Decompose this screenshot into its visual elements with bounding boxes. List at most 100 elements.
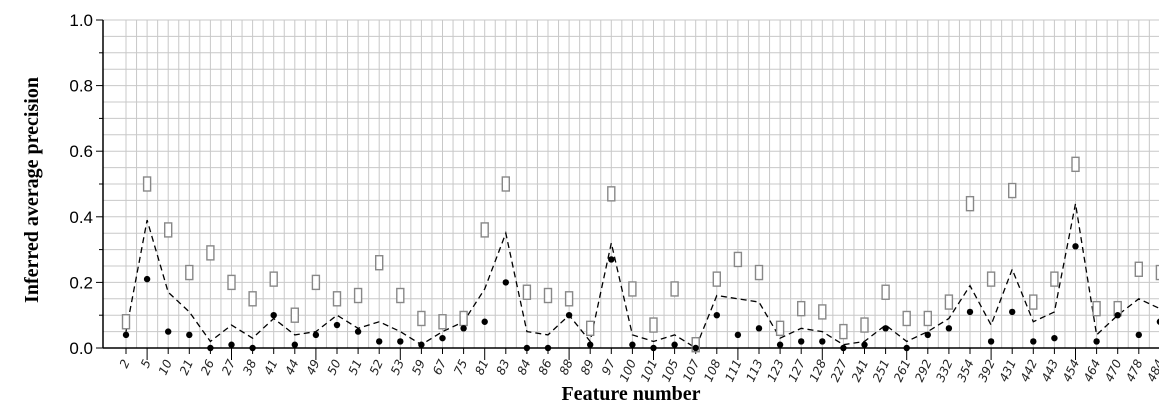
- x-tick-label: 27: [219, 357, 238, 377]
- x-tick-label: 51: [346, 357, 365, 377]
- data-point-dot: [819, 338, 826, 345]
- data-point-dot: [924, 331, 931, 339]
- data-point-rect: [543, 287, 553, 304]
- data-point-dot: [460, 325, 467, 332]
- data-point-dot: [312, 331, 320, 339]
- x-tick-label: 5: [138, 357, 154, 370]
- x-tick-label: 101: [638, 357, 660, 384]
- data-point-dot: [966, 308, 974, 316]
- y-tick-label: 1.0: [69, 11, 93, 30]
- data-point-rect: [1071, 156, 1080, 173]
- data-point-rect: [564, 291, 574, 307]
- x-tick-label: 442: [1018, 357, 1040, 384]
- y-tick-label: 0.8: [69, 77, 93, 96]
- x-tick-label: 123: [764, 357, 786, 384]
- x-tick-label: 84: [514, 357, 533, 377]
- data-point-rect: [290, 307, 299, 323]
- data-point-rect: [712, 271, 721, 287]
- data-point-dot: [650, 344, 657, 352]
- data-point-rect: [163, 222, 173, 238]
- data-point-rect: [797, 300, 806, 317]
- data-point-rect: [353, 287, 363, 304]
- data-point-dot: [945, 325, 953, 332]
- data-point-rect: [459, 310, 468, 327]
- data-point-rect: [818, 304, 827, 320]
- data-point-dot: [502, 279, 509, 286]
- x-tick-label: 443: [1039, 357, 1061, 384]
- data-point-dot: [143, 275, 151, 283]
- x-tick-label: 52: [367, 357, 386, 377]
- data-point-rect: [375, 255, 384, 271]
- x-axis-label: Feature number: [561, 383, 700, 405]
- data-point-dot: [333, 321, 341, 329]
- data-point-rect: [121, 314, 131, 330]
- data-point-dot: [523, 344, 531, 352]
- x-tick-label: 49: [303, 357, 322, 377]
- data-point-rect: [311, 274, 321, 291]
- x-tick-label: 89: [578, 357, 597, 377]
- x-tick-label: 38: [240, 357, 259, 377]
- x-tick-label: 2: [117, 357, 133, 370]
- x-tick-label: 59: [409, 357, 428, 377]
- grid-lines: [103, 19, 1159, 349]
- data-point-dot: [544, 344, 552, 352]
- x-tick-label: 83: [493, 357, 512, 377]
- data-point-dot: [270, 312, 277, 319]
- data-point-dot: [692, 344, 699, 352]
- data-point-rect: [142, 176, 152, 192]
- data-point-rect: [733, 251, 743, 268]
- data-point-dot: [987, 338, 995, 345]
- data-point-rect: [670, 281, 679, 297]
- data-point-rect: [754, 264, 764, 281]
- x-tick-labels: 2 5 10 21 26 27 38 41 44 49 50 51 52 53 59 67 75 81 83 84 86…: [117, 357, 1159, 384]
- x-tick-label: 128: [807, 357, 830, 384]
- data-point-rect: [417, 310, 426, 327]
- axes: [96, 19, 1159, 360]
- x-tick-label: 478: [1123, 357, 1146, 384]
- data-point-dot: [1030, 338, 1037, 345]
- data-point-rect: [480, 222, 489, 238]
- data-point-dot: [587, 341, 594, 348]
- x-tick-label: 67: [430, 357, 449, 377]
- x-tick-label: 26: [198, 357, 217, 377]
- data-point-dot: [397, 338, 404, 345]
- data-point-dot: [207, 344, 214, 352]
- x-tick-label: 86: [536, 357, 555, 377]
- data-point-dot: [122, 331, 130, 339]
- data-point-rect: [839, 323, 848, 340]
- data-point-dot: [903, 344, 910, 352]
- data-point-rect: [1155, 264, 1159, 281]
- data-point-dot: [776, 341, 784, 348]
- data-point-dot: [1009, 308, 1016, 316]
- data-point-rect: [986, 271, 996, 287]
- data-point-rect: [1050, 271, 1059, 287]
- x-tick-label: 21: [177, 357, 196, 377]
- data-point-dot: [376, 338, 383, 345]
- data-point-dot: [882, 325, 889, 332]
- x-tick-label: 484: [1144, 357, 1159, 384]
- data-point-dot: [186, 331, 193, 339]
- data-point-dot: [1135, 331, 1143, 339]
- data-point-dot: [1114, 312, 1121, 319]
- data-point-dot: [629, 341, 636, 348]
- data-point-rect: [923, 310, 932, 327]
- data-point-rect: [607, 186, 616, 202]
- x-tick-label: 292: [912, 357, 934, 384]
- data-point-rect: [269, 271, 278, 287]
- data-point-rect: [628, 281, 637, 297]
- y-tick-label: 0.6: [69, 142, 93, 161]
- x-tick-label: 113: [743, 357, 765, 384]
- data-point-dot: [1051, 334, 1058, 342]
- data-point-rect: [860, 317, 869, 333]
- data-point-rect: [902, 310, 911, 327]
- x-tick-label: 97: [599, 357, 618, 377]
- x-tick-label: 108: [701, 357, 724, 384]
- data-point-dot: [671, 341, 678, 348]
- x-tick-label: 88: [557, 357, 576, 377]
- data-point-dot: [798, 338, 805, 345]
- x-tick-label: 50: [325, 357, 344, 377]
- x-tick-label: 431: [997, 357, 1019, 384]
- x-tick-label: 53: [388, 357, 407, 377]
- x-tick-label: 41: [261, 357, 280, 377]
- x-tick-label: 75: [451, 357, 470, 377]
